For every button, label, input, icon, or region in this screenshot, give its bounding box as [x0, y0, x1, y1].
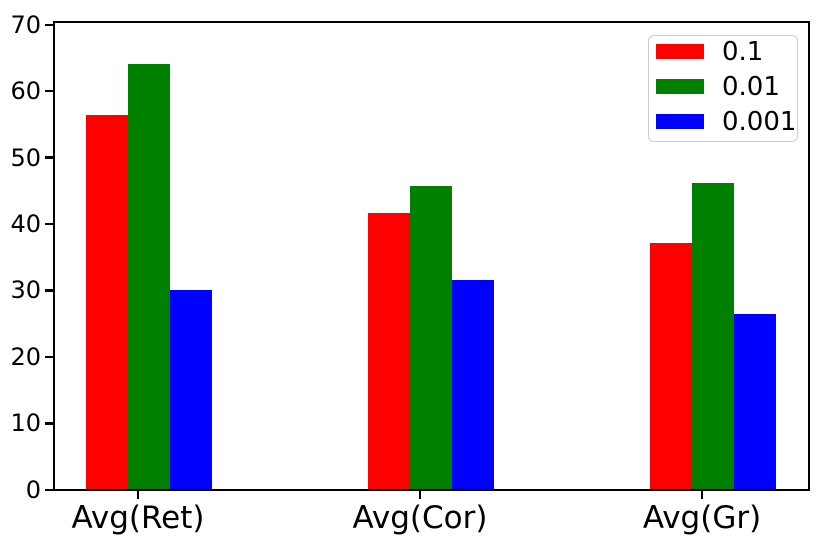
x-tick-label-avg-ret: Avg(Ret)	[71, 500, 205, 536]
y-tick-label: 20	[10, 342, 41, 371]
bar-avg-cor-0-1	[367, 212, 410, 489]
x-tick-mark	[700, 491, 704, 499]
y-tick-label: 0	[25, 475, 41, 504]
y-tick-label: 10	[10, 409, 41, 438]
y-tick-label: 30	[10, 276, 41, 305]
y-tick-mark	[45, 156, 53, 159]
y-tick-mark	[45, 222, 53, 226]
bar-avg-cor-0-001	[451, 279, 494, 489]
bar-avg-gr-0-01	[691, 182, 734, 489]
bar-avg-gr-0-1	[649, 243, 692, 489]
y-tick-label: 70	[10, 10, 41, 39]
y-tick-label: 40	[10, 210, 41, 239]
x-tick-label-avg-gr: Avg(Gr)	[642, 500, 762, 536]
bar-avg-ret-0-01	[127, 63, 170, 489]
y-tick-mark	[45, 89, 53, 93]
y-tick-mark	[45, 289, 53, 292]
legend-swatch-0-1	[656, 44, 704, 59]
y-tick-label: 50	[10, 143, 41, 172]
legend: 0.1 0.01 0.001	[648, 35, 798, 142]
legend-swatch-0-01	[656, 79, 704, 94]
y-tick-mark	[45, 355, 53, 359]
y-tick-mark	[45, 488, 53, 491]
x-tick-mark	[418, 491, 422, 499]
x-tick-label-avg-cor: Avg(Cor)	[352, 500, 488, 536]
y-tick-mark	[45, 23, 53, 26]
y-tick-mark	[45, 422, 53, 425]
y-tick-label: 60	[10, 77, 41, 106]
legend-swatch-0-001	[656, 114, 704, 129]
x-tick-mark	[136, 491, 140, 499]
bar-avg-gr-0-001	[733, 314, 776, 489]
bar-avg-ret-0-1	[85, 115, 128, 489]
bar-avg-cor-0-01	[409, 186, 452, 489]
bar-avg-ret-0-001	[169, 289, 212, 489]
legend-label-0-01: 0.01	[722, 71, 780, 102]
legend-label-0-1: 0.1	[722, 36, 764, 67]
legend-label-0-001: 0.001	[722, 106, 797, 137]
